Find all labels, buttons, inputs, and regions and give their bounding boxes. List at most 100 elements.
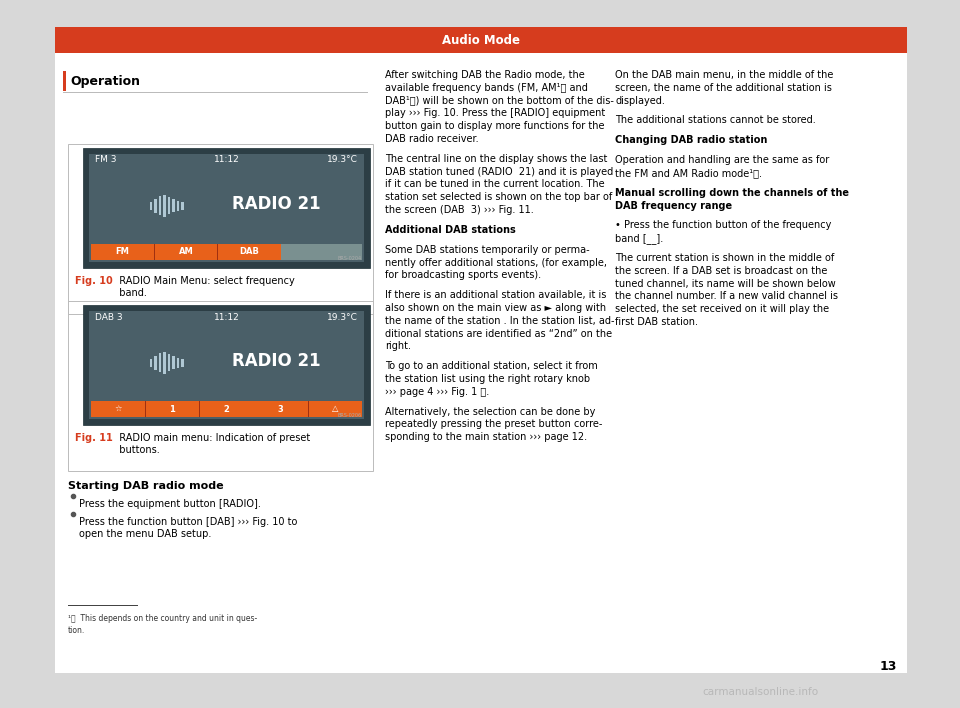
Text: 13: 13 [879, 659, 897, 673]
Bar [150, 359, 152, 367]
Text: ››› page 4 ››› Fig. 1 ⓘ.: ››› page 4 ››› Fig. 1 ⓘ. [385, 387, 490, 396]
Bar [154, 356, 156, 370]
Text: ditional stations are identified as “2nd” on the: ditional stations are identified as “2nd… [385, 329, 612, 338]
Text: first DAB station.: first DAB station. [615, 317, 698, 327]
Text: 19.3°C: 19.3°C [327, 156, 358, 164]
Text: Fig. 10: Fig. 10 [75, 276, 112, 286]
Bar [158, 196, 161, 215]
Text: Fig. 11: Fig. 11 [75, 433, 112, 443]
Bar [91, 401, 362, 417]
Text: DAB: DAB [239, 248, 259, 256]
Text: right.: right. [385, 341, 411, 351]
Text: selected, the set received on it will play the: selected, the set received on it will pl… [615, 304, 829, 314]
Text: the screen. If a DAB set is broadcast on the: the screen. If a DAB set is broadcast on… [615, 266, 828, 276]
Bar [89, 154, 364, 262]
Text: Alternatively, the selection can be done by: Alternatively, the selection can be done… [385, 406, 595, 416]
Bar [163, 195, 165, 217]
Text: open the menu DAB setup.: open the menu DAB setup. [79, 529, 211, 539]
Bar [172, 200, 175, 212]
Text: the station list using the right rotary knob: the station list using the right rotary … [385, 374, 590, 384]
Bar [181, 359, 183, 367]
Text: Additional DAB stations: Additional DAB stations [385, 225, 516, 235]
Text: • Press the function button of the frequency: • Press the function button of the frequ… [615, 220, 831, 230]
Bar [55, 27, 907, 53]
Text: Press the equipment button [RADIO].: Press the equipment button [RADIO]. [79, 499, 261, 509]
Text: 3: 3 [277, 404, 283, 413]
Bar [83, 305, 370, 425]
Text: RADIO 21: RADIO 21 [231, 195, 321, 213]
Bar [68, 144, 373, 314]
Text: BRS-0206: BRS-0206 [338, 413, 362, 418]
Text: △: △ [331, 404, 338, 413]
Text: On the DAB main menu, in the middle of the: On the DAB main menu, in the middle of t… [615, 70, 833, 80]
Text: band [__].: band [__]. [615, 233, 663, 244]
Text: RADIO 21: RADIO 21 [231, 352, 321, 370]
Bar [150, 202, 152, 210]
Text: nently offer additional stations, (for example,: nently offer additional stations, (for e… [385, 258, 607, 268]
Text: the FM and AM Radio mode¹⧳.: the FM and AM Radio mode¹⧳. [615, 168, 762, 178]
Text: band.: band. [113, 288, 147, 298]
Text: The current station is shown in the middle of: The current station is shown in the midd… [615, 253, 834, 263]
Text: RADIO main menu: Indication of preset: RADIO main menu: Indication of preset [113, 433, 310, 443]
Bar [55, 35, 907, 673]
Text: 1: 1 [169, 404, 176, 413]
Bar [181, 202, 183, 210]
Text: DAB frequency range: DAB frequency range [615, 200, 732, 210]
Bar [280, 244, 362, 260]
Bar [158, 353, 161, 372]
Text: If there is an additional station available, it is: If there is an additional station availa… [385, 290, 607, 300]
Bar [154, 199, 156, 213]
Bar [63, 92, 368, 93]
Text: DAB station tuned (RADIO  21) and it is played: DAB station tuned (RADIO 21) and it is p… [385, 166, 613, 176]
Bar [163, 352, 165, 374]
Text: Operation and handling are the same as for: Operation and handling are the same as f… [615, 155, 829, 165]
Text: tion.: tion. [68, 626, 85, 635]
Text: Manual scrolling down the channels of the: Manual scrolling down the channels of th… [615, 188, 849, 198]
Text: Changing DAB radio station: Changing DAB radio station [615, 135, 767, 145]
Text: 11:12: 11:12 [214, 312, 239, 321]
Text: DAB¹⧳) will be shown on the bottom of the dis-: DAB¹⧳) will be shown on the bottom of th… [385, 96, 613, 105]
Bar [167, 354, 170, 371]
Bar [68, 301, 373, 471]
Bar [91, 244, 280, 260]
Text: the name of the station . In the station list, ad-: the name of the station . In the station… [385, 316, 614, 326]
Bar [63, 71, 66, 91]
Text: the screen (DAB  3) ››› Fig. 11.: the screen (DAB 3) ››› Fig. 11. [385, 205, 534, 215]
Text: To go to an additional station, select it from: To go to an additional station, select i… [385, 361, 598, 371]
Text: FM 3: FM 3 [95, 156, 116, 164]
Text: button gain to display more functions for the: button gain to display more functions fo… [385, 121, 605, 131]
Text: 19.3°C: 19.3°C [327, 312, 358, 321]
Text: tuned channel, its name will be shown below: tuned channel, its name will be shown be… [615, 279, 836, 289]
Text: BRS-0204: BRS-0204 [338, 256, 362, 261]
Bar [177, 358, 179, 368]
Text: sponding to the main station ››› page 12.: sponding to the main station ››› page 12… [385, 433, 588, 442]
Text: also shown on the main view as ► along with: also shown on the main view as ► along w… [385, 303, 606, 313]
Text: Press the function button [DAB] ››› Fig. 10 to: Press the function button [DAB] ››› Fig.… [79, 517, 298, 527]
Bar [89, 311, 364, 419]
Text: Operation: Operation [70, 74, 140, 88]
Text: for broadcasting sports events).: for broadcasting sports events). [385, 270, 541, 280]
Bar [177, 201, 179, 211]
Text: displayed.: displayed. [615, 96, 665, 105]
Text: DAB 3: DAB 3 [95, 312, 123, 321]
Text: ¹⧳  This depends on the country and unit in ques-: ¹⧳ This depends on the country and unit … [68, 614, 257, 623]
Text: buttons.: buttons. [113, 445, 159, 455]
Text: The central line on the display shows the last: The central line on the display shows th… [385, 154, 608, 164]
Text: DAB radio receiver.: DAB radio receiver. [385, 134, 479, 144]
Bar [167, 198, 170, 215]
Text: Audio Mode: Audio Mode [442, 33, 520, 47]
Text: Some DAB stations temporarily or perma-: Some DAB stations temporarily or perma- [385, 245, 589, 255]
Text: station set selected is shown on the top bar of: station set selected is shown on the top… [385, 193, 612, 202]
Text: FM: FM [115, 248, 130, 256]
Text: play ››› Fig. 10. Press the [RADIO] equipment: play ››› Fig. 10. Press the [RADIO] equi… [385, 108, 605, 118]
Text: After switching DAB the Radio mode, the: After switching DAB the Radio mode, the [385, 70, 585, 80]
Bar [172, 356, 175, 370]
Text: 2: 2 [224, 404, 229, 413]
Text: ☆: ☆ [114, 404, 122, 413]
Text: The additional stations cannot be stored.: The additional stations cannot be stored… [615, 115, 816, 125]
Text: AM: AM [179, 248, 193, 256]
Text: Starting DAB radio mode: Starting DAB radio mode [68, 481, 224, 491]
Text: carmanualsonline.info: carmanualsonline.info [702, 687, 818, 697]
Text: available frequency bands (FM, AM¹⧳ and: available frequency bands (FM, AM¹⧳ and [385, 83, 588, 93]
Text: screen, the name of the additional station is: screen, the name of the additional stati… [615, 83, 832, 93]
